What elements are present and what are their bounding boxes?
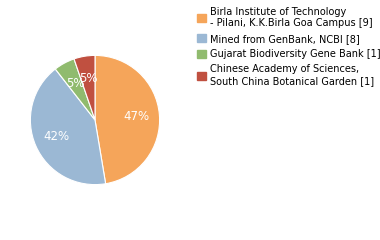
Text: 5%: 5% — [66, 77, 84, 90]
Wedge shape — [74, 55, 95, 120]
Wedge shape — [30, 69, 106, 185]
Legend: Birla Institute of Technology
- Pilani, K.K.Birla Goa Campus [9], Mined from Gen: Birla Institute of Technology - Pilani, … — [195, 5, 380, 88]
Text: 5%: 5% — [79, 72, 97, 85]
Wedge shape — [95, 55, 160, 184]
Wedge shape — [55, 59, 95, 120]
Text: 42%: 42% — [44, 130, 70, 143]
Text: 47%: 47% — [124, 110, 150, 123]
